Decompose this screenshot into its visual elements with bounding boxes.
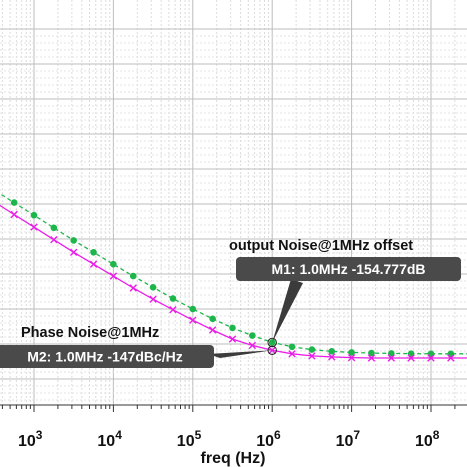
m2-marker-ring bbox=[267, 345, 277, 355]
data-point bbox=[248, 341, 257, 350]
marker-layer bbox=[10, 199, 455, 362]
m2-title: Phase Noise@1MHz bbox=[21, 325, 159, 341]
data-point bbox=[189, 316, 197, 324]
data-point bbox=[427, 354, 435, 362]
data-point bbox=[288, 343, 296, 351]
data-point bbox=[50, 236, 58, 244]
data-point bbox=[169, 306, 177, 314]
data-point bbox=[308, 352, 316, 360]
data-point bbox=[228, 335, 237, 343]
data-point bbox=[407, 350, 415, 357]
x-tick-label: 103 bbox=[18, 428, 43, 450]
data-point bbox=[90, 249, 97, 256]
data-point bbox=[129, 284, 137, 292]
axis-labels: 103 104 105 106 107 108 freq (Hz) bbox=[18, 428, 440, 467]
data-point bbox=[208, 326, 217, 334]
data-point bbox=[10, 199, 18, 206]
data-point bbox=[189, 305, 197, 313]
m2-label-box bbox=[0, 345, 214, 368]
data-point bbox=[347, 353, 356, 362]
data-point bbox=[348, 349, 355, 356]
data-point bbox=[308, 346, 316, 353]
data-point bbox=[328, 353, 336, 361]
data-point bbox=[407, 354, 415, 362]
data-point bbox=[70, 248, 78, 256]
m1-pointer bbox=[272, 279, 303, 343]
annotation-layer: M1: 1.0MHz -154.777dB output Noise@1MHz o… bbox=[0, 238, 461, 368]
data-point bbox=[249, 332, 256, 339]
m2-label-text: M2: 1.0MHz -147dBc/Hz bbox=[27, 349, 183, 365]
x-tick-label: 105 bbox=[177, 428, 202, 450]
data-point bbox=[229, 324, 236, 332]
m1-label-text: M1: 1.0MHz -154.777dB bbox=[271, 261, 425, 277]
x-tick-label: 104 bbox=[97, 428, 122, 450]
data-point bbox=[268, 339, 276, 346]
data-point bbox=[368, 349, 375, 357]
m1-marker-ring bbox=[267, 337, 277, 348]
data-point bbox=[30, 223, 38, 231]
x-tick-label: 107 bbox=[336, 428, 361, 450]
x-tick-label: 106 bbox=[256, 428, 281, 450]
m2-pointer bbox=[208, 350, 273, 358]
data-point bbox=[110, 260, 117, 268]
data-point bbox=[387, 350, 395, 357]
data-point bbox=[149, 284, 157, 291]
data-point bbox=[10, 210, 18, 219]
x-axis-label: freq (Hz) bbox=[201, 450, 266, 467]
data-point bbox=[50, 224, 58, 232]
data-point bbox=[89, 260, 98, 268]
m1-title: output Noise@1MHz offset bbox=[229, 238, 413, 254]
data-point bbox=[70, 237, 77, 244]
data-point bbox=[209, 315, 216, 323]
data-point bbox=[109, 272, 118, 280]
data-point bbox=[288, 350, 296, 358]
data-point bbox=[30, 211, 38, 219]
axes bbox=[0, 404, 467, 412]
grid bbox=[0, 0, 467, 405]
data-point bbox=[129, 272, 137, 280]
data-point bbox=[387, 354, 395, 362]
x-tick-label: 108 bbox=[415, 428, 440, 450]
data-point bbox=[149, 295, 157, 303]
data-point bbox=[367, 354, 376, 362]
data-point bbox=[328, 348, 336, 355]
data-point bbox=[447, 354, 455, 362]
m1-label-box bbox=[236, 257, 461, 281]
data-point bbox=[169, 295, 177, 302]
